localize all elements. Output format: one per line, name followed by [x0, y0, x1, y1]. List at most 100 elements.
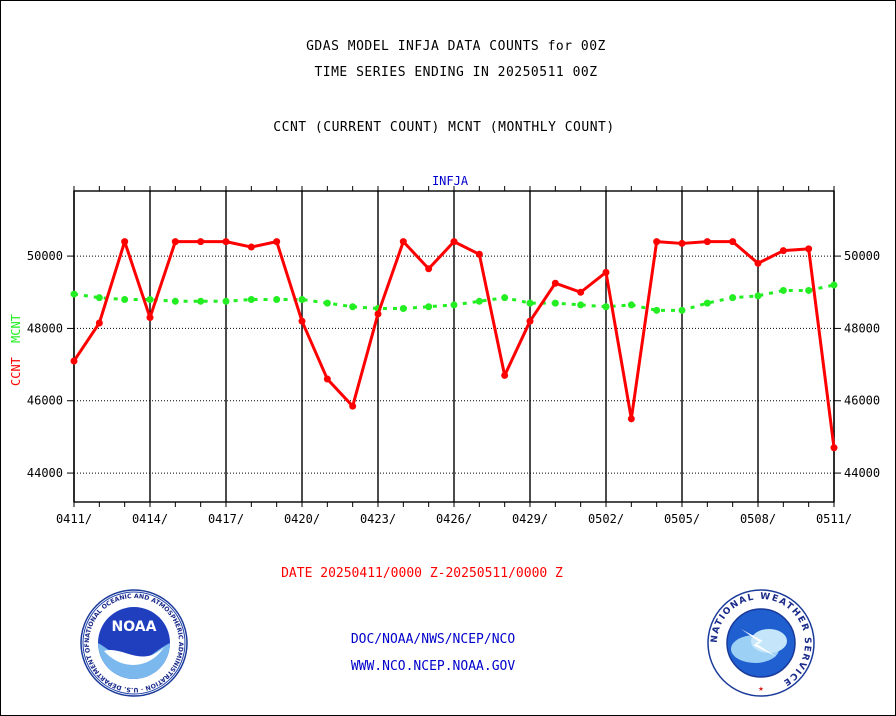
data-point-mcnt	[779, 286, 787, 294]
data-point-mcnt	[475, 297, 483, 305]
data-point-ccnt	[602, 268, 610, 276]
data-point-ccnt	[779, 247, 787, 255]
data-point-ccnt	[551, 279, 559, 287]
y-tick-label-left: 44000	[27, 466, 63, 480]
data-point-mcnt	[349, 303, 357, 311]
data-point-ccnt	[450, 238, 458, 246]
chart-legend-description: CCNT (CURRENT COUNT) MCNT (MONTHLY COUNT…	[273, 120, 615, 135]
nws-logo: NATIONAL WEATHER SERVICE ★	[707, 589, 815, 697]
data-point-mcnt	[526, 299, 534, 307]
data-point-ccnt	[754, 259, 762, 267]
data-point-mcnt	[70, 290, 78, 298]
data-point-ccnt	[526, 317, 534, 325]
data-point-mcnt	[425, 303, 433, 311]
data-point-ccnt	[146, 314, 154, 322]
data-point-mcnt	[121, 295, 129, 303]
svg-text:★: ★	[758, 684, 764, 694]
x-tick-label: 0508/	[740, 512, 776, 526]
data-point-ccnt	[374, 310, 382, 318]
data-point-ccnt	[729, 238, 737, 246]
data-point-ccnt	[577, 288, 585, 296]
x-axis: 0411/0414/0417/0420/0423/0426/0429/0502/…	[56, 186, 852, 526]
date-range-label: DATE 20250411/0000 Z-20250511/0000 Z	[281, 566, 563, 581]
data-point-ccnt	[501, 371, 509, 379]
data-point-ccnt	[653, 238, 661, 246]
x-tick-label: 0502/	[588, 512, 624, 526]
x-tick-label: 0426/	[436, 512, 472, 526]
data-point-ccnt	[830, 444, 838, 452]
data-point-ccnt	[323, 375, 331, 383]
data-point-mcnt	[247, 295, 255, 303]
data-point-ccnt	[805, 245, 813, 253]
data-point-ccnt	[95, 319, 103, 327]
noaa-logo-text: NOAA	[112, 619, 157, 635]
y-axis-left: 44000 46000 48000 50000	[27, 249, 74, 480]
x-tick-label: 0420/	[284, 512, 320, 526]
y-tick-label-right: 48000	[844, 321, 880, 335]
data-point-mcnt	[653, 306, 661, 314]
data-point-mcnt	[197, 297, 205, 305]
data-point-mcnt	[450, 301, 458, 309]
x-tick-label: 0411/	[56, 512, 92, 526]
data-point-ccnt	[703, 238, 711, 246]
data-point-ccnt	[349, 402, 357, 410]
data-point-mcnt	[754, 292, 762, 300]
data-point-mcnt	[602, 303, 610, 311]
data-point-mcnt	[399, 305, 407, 313]
series-ccnt	[70, 238, 838, 452]
y-tick-label-left: 46000	[27, 394, 63, 408]
data-point-mcnt	[95, 294, 103, 302]
data-point-mcnt	[298, 295, 306, 303]
y-axis-label-mcnt: MCNT	[9, 314, 23, 343]
x-tick-label: 0505/	[664, 512, 700, 526]
data-point-mcnt	[551, 299, 559, 307]
data-point-mcnt	[577, 301, 585, 309]
data-point-mcnt	[678, 306, 686, 314]
nco-website-link[interactable]: WWW.NCO.NCEP.NOAA.GOV	[350, 659, 516, 674]
y-axis-right: 44000 46000 48000 50000	[834, 249, 880, 480]
y-axis-label-ccnt: CCNT	[9, 357, 23, 386]
data-point-ccnt	[222, 238, 230, 246]
grid-lines	[73, 191, 835, 502]
data-point-ccnt	[70, 357, 78, 365]
y-tick-label-left: 48000	[27, 321, 63, 335]
data-point-ccnt	[475, 250, 483, 258]
data-point-mcnt	[501, 294, 509, 302]
x-tick-label: 0414/	[132, 512, 168, 526]
data-point-mcnt	[222, 297, 230, 305]
plot-title: INFJA	[432, 174, 469, 188]
noaa-logo: NATIONAL OCEANIC AND ATMOSPHERIC ADMINIS…	[80, 589, 188, 697]
data-point-ccnt	[171, 238, 179, 246]
chart-title-line-2: TIME SERIES ENDING IN 20250511 00Z	[314, 65, 598, 80]
data-point-mcnt	[703, 299, 711, 307]
data-point-mcnt	[273, 295, 281, 303]
y-tick-label-right: 46000	[844, 394, 880, 408]
data-point-ccnt	[298, 317, 306, 325]
x-tick-label: 0511/	[816, 512, 852, 526]
data-point-ccnt	[273, 238, 281, 246]
x-tick-label: 0417/	[208, 512, 244, 526]
data-point-mcnt	[729, 294, 737, 302]
data-point-mcnt	[805, 286, 813, 294]
data-point-ccnt	[399, 238, 407, 246]
x-tick-label: 0423/	[360, 512, 396, 526]
data-point-mcnt	[323, 299, 331, 307]
doc-noaa-link[interactable]: DOC/NOAA/NWS/NCEP/NCO	[350, 632, 516, 647]
x-tick-label: 0429/	[512, 512, 548, 526]
data-point-ccnt	[197, 238, 205, 246]
y-tick-label-left: 50000	[27, 249, 63, 263]
data-point-ccnt	[121, 238, 129, 246]
chart-title-line-1: GDAS MODEL INFJA DATA COUNTS for 00Z	[306, 39, 606, 54]
data-point-mcnt	[627, 301, 635, 309]
data-point-ccnt	[425, 265, 433, 273]
y-tick-label-right: 44000	[844, 466, 880, 480]
data-point-mcnt	[171, 297, 179, 305]
y-tick-label-right: 50000	[844, 249, 880, 263]
series-mcnt	[70, 281, 838, 314]
data-point-mcnt	[830, 281, 838, 289]
data-point-ccnt	[678, 239, 686, 247]
data-point-ccnt	[627, 415, 635, 423]
data-point-ccnt	[247, 243, 255, 251]
